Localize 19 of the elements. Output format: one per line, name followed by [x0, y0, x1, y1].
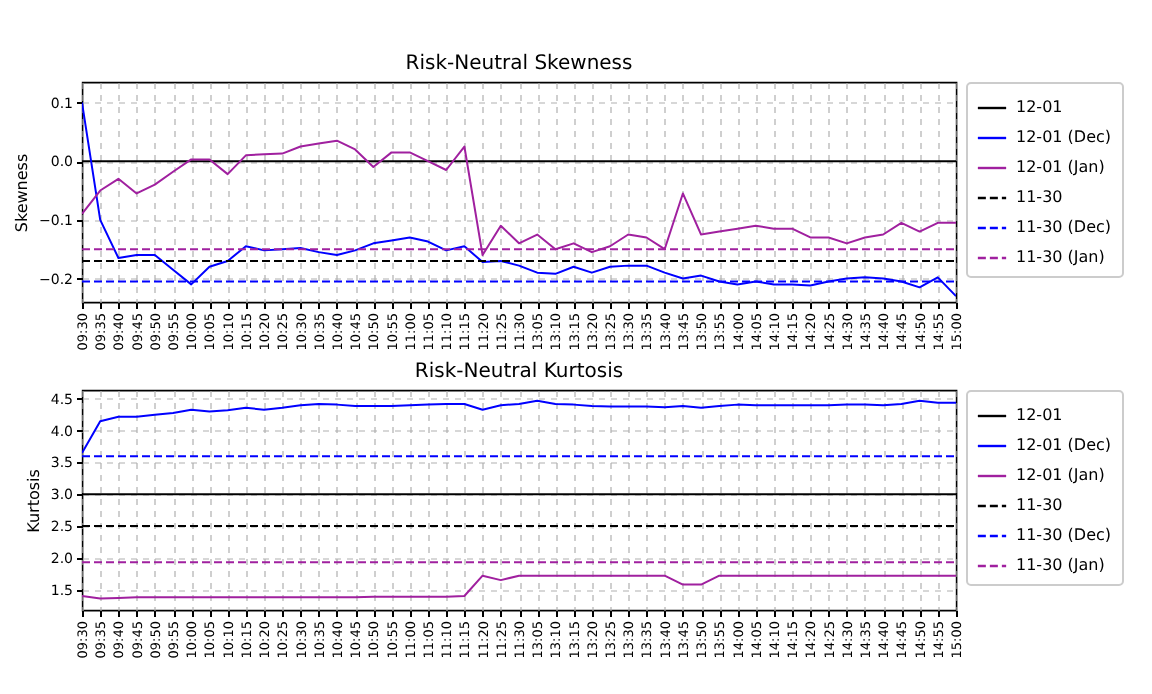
legend-label: 12-01 (Dec) [1016, 128, 1112, 146]
legend-label: 12-01 (Jan) [1016, 466, 1105, 484]
legend-label: 11-30 (Dec) [1016, 218, 1112, 236]
legend-label: 11-30 [1016, 496, 1063, 514]
legend-label: 11-30 [1016, 188, 1063, 206]
legend-label: 11-30 (Jan) [1016, 248, 1105, 266]
legend-label: 11-30 (Jan) [1016, 556, 1105, 574]
chart-title: Risk-Neutral Kurtosis [414, 361, 624, 383]
line-series [82, 101, 956, 298]
legend-label: 12-01 [1016, 406, 1063, 424]
y-axis-title: Skewness [13, 153, 31, 233]
y-axis-title: Kurtosis [24, 469, 43, 533]
line-series [82, 139, 956, 257]
chart-title: Risk-Neutral Skewness [405, 53, 633, 75]
legend-label: 12-01 (Dec) [1016, 436, 1112, 454]
legend-label: 11-30 (Dec) [1016, 526, 1112, 544]
line-series [82, 574, 956, 600]
legend-label: 12-01 [1016, 98, 1063, 116]
legend-label: 12-01 (Jan) [1016, 158, 1105, 176]
